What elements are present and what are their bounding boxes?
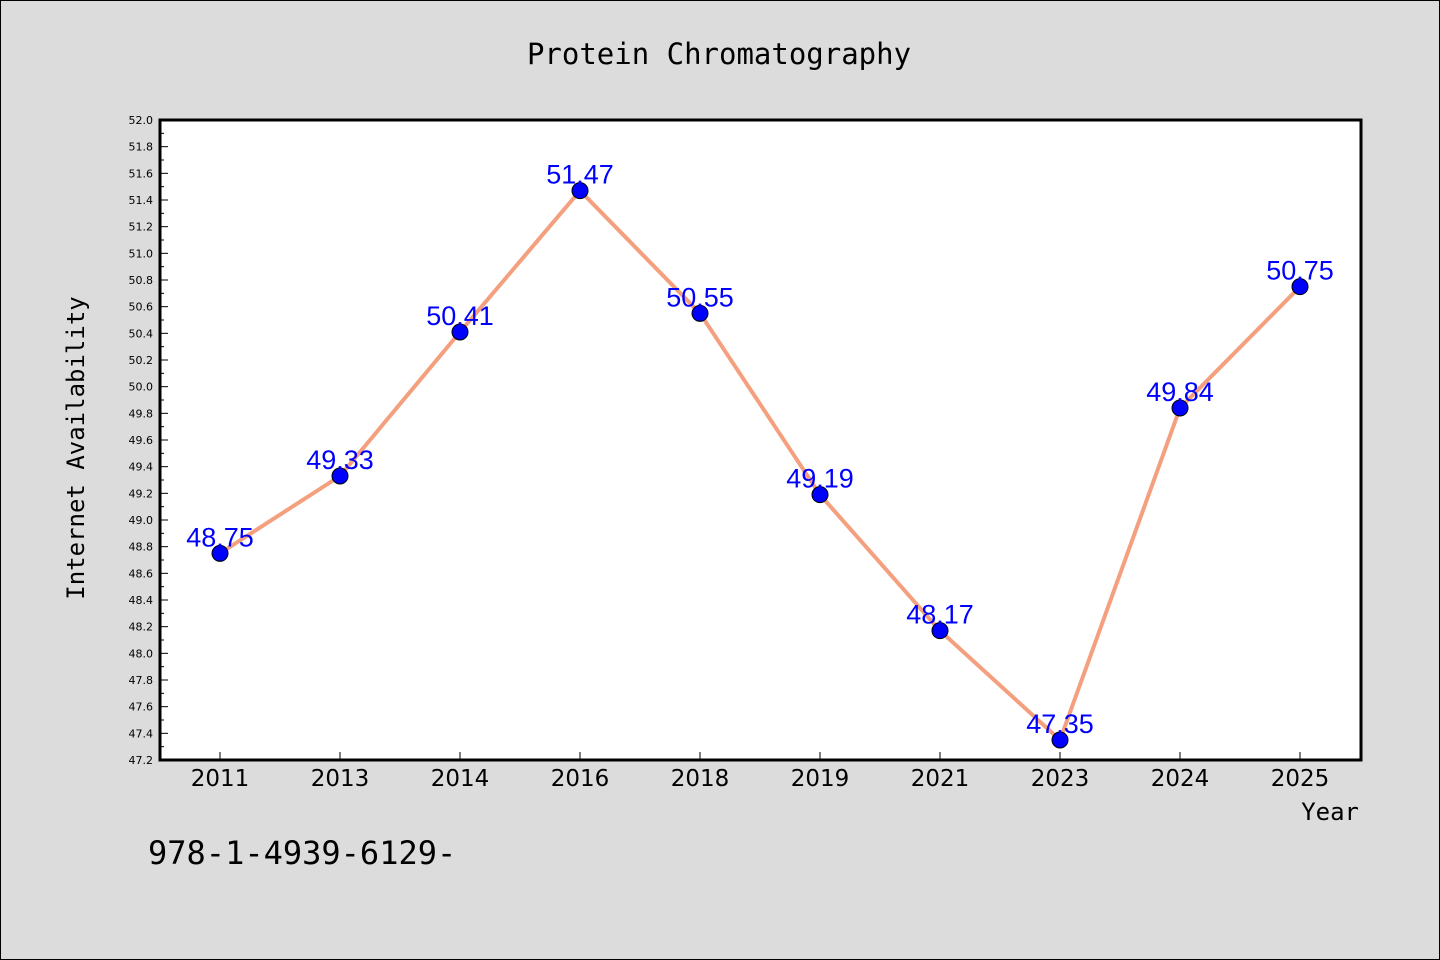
data-label: 48.75 (186, 522, 254, 552)
series-line (218, 188, 1302, 742)
data-label: 51.47 (546, 160, 614, 190)
y-tick-label: 48.8 (129, 541, 154, 554)
y-tick-label: 47.6 (129, 701, 154, 714)
y-tick-label: 50.0 (129, 381, 154, 394)
data-point (691, 304, 709, 322)
data-label: 50.55 (666, 282, 734, 312)
data-point (1171, 399, 1189, 417)
y-tick-label: 50.6 (129, 301, 154, 314)
y-tick-label: 48.4 (129, 594, 154, 607)
y-tick-label: 48.6 (129, 567, 154, 580)
y-tick-label: 51.6 (129, 167, 154, 180)
x-tick-label: 2016 (551, 766, 610, 792)
y-tick-label: 52.0 (129, 114, 154, 127)
y-tick-label: 47.8 (129, 674, 154, 687)
y-tick-label: 49.6 (129, 434, 154, 447)
data-label: 49.84 (1146, 377, 1214, 407)
data-point (571, 182, 589, 200)
data-label: 48.17 (906, 600, 974, 630)
y-tick-label: 50.2 (129, 354, 154, 367)
data-point (331, 467, 349, 485)
data-point (1291, 278, 1309, 296)
y-tick-label: 51.0 (129, 247, 154, 260)
y-tick-label: 49.4 (129, 461, 154, 474)
y-tick-label: 50.4 (129, 327, 154, 340)
x-tick-label: 2019 (791, 766, 850, 792)
y-tick-label: 48.2 (129, 621, 154, 634)
data-label: 49.19 (786, 464, 854, 494)
footnote-text: 978-1-4939-6129- (148, 834, 456, 872)
y-tick-label: 49.0 (129, 514, 154, 527)
plot-area (160, 120, 1361, 760)
y-tick-label: 49.8 (129, 407, 154, 420)
y-tick-label: 48.0 (129, 647, 154, 660)
data-point (931, 622, 949, 640)
x-axis-label: Year (1301, 798, 1359, 826)
y-axis-label: Internet Availability (62, 296, 90, 599)
x-tick-label: 2011 (191, 766, 250, 792)
x-tick-label: 2021 (911, 766, 970, 792)
x-axis: 2011 2013 2014 2016 2018 2019 2021 2023 2024 2025 (191, 752, 1330, 792)
data-point (1051, 731, 1069, 749)
x-tick-label: 2023 (1031, 766, 1090, 792)
y-tick-label: 51.8 (129, 141, 154, 154)
data-label: 47.35 (1026, 709, 1094, 739)
data-point (211, 544, 229, 562)
x-tick-label: 2013 (311, 766, 370, 792)
y-tick-label: 47.4 (129, 727, 154, 740)
data-point (811, 486, 829, 504)
y-tick-label: 51.2 (129, 221, 154, 234)
y-tick-label: 50.8 (129, 274, 154, 287)
data-labels: 48.75 49.33 50.41 51.47 50.55 49.19 48.17 47.35… (186, 160, 1334, 739)
y-tick-label: 49.2 (129, 487, 154, 500)
chart-title: Protein Chromatography (527, 37, 911, 71)
x-tick-label: 2018 (671, 766, 730, 792)
y-tick-label: 47.2 (129, 754, 154, 767)
x-tick-label: 2024 (1151, 766, 1210, 792)
data-label: 50.41 (426, 301, 494, 331)
data-label: 50.75 (1266, 256, 1334, 286)
y-tick-label: 51.4 (129, 194, 154, 207)
plot-border (158, 118, 1363, 762)
data-point (451, 323, 469, 341)
data-label: 49.33 (306, 445, 374, 475)
x-tick-label: 2025 (1271, 766, 1330, 792)
x-tick-label: 2014 (431, 766, 490, 792)
data-markers (211, 182, 1309, 749)
y-axis: 47.2 47.4 47.6 47.8 48.0 48.2 48.4 48.6 48.8 49.0… (129, 114, 168, 767)
